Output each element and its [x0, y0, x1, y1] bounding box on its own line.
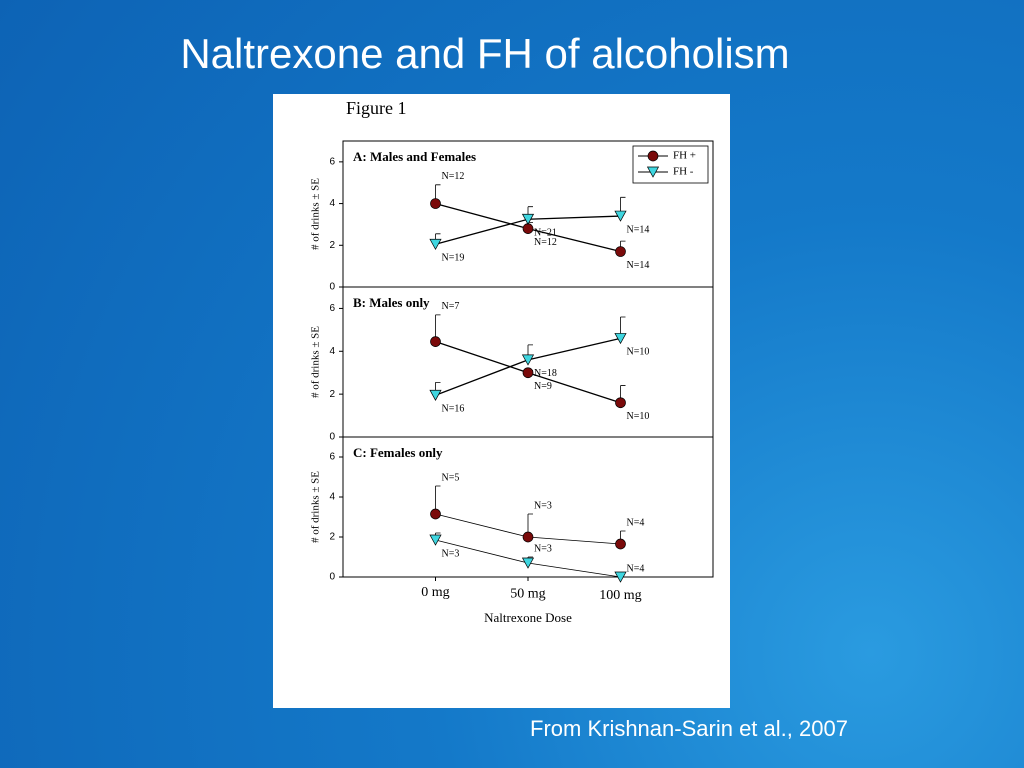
y-tick-label: 2 — [329, 240, 335, 251]
point-label: N=3 — [442, 548, 460, 559]
panel-title: A: Males and Females — [353, 149, 476, 164]
point-label: N=18 — [534, 368, 557, 379]
y-tick-label: 2 — [329, 532, 335, 543]
y-tick-label: 6 — [329, 452, 335, 463]
point — [615, 397, 626, 409]
y-tick-label: 6 — [329, 303, 335, 314]
legend-label: FH - — [673, 166, 694, 178]
point-label: N=4 — [627, 563, 645, 574]
y-tick-label: 6 — [329, 156, 335, 167]
point — [521, 354, 535, 366]
y-tick-label: 4 — [329, 346, 335, 357]
legend-marker — [646, 166, 660, 178]
point — [614, 571, 627, 583]
x-tick-label: 100 mg — [599, 588, 641, 603]
point — [430, 508, 441, 520]
y-axis-label: # of drinks ± SE — [310, 178, 322, 250]
point — [614, 210, 627, 222]
point-label: N=5 — [442, 472, 460, 483]
point-label: N=3 — [534, 500, 552, 511]
point — [429, 534, 442, 546]
point-label: N=3 — [534, 543, 552, 554]
point-label: N=4 — [627, 517, 645, 528]
point — [429, 238, 442, 250]
point-label: N=19 — [442, 253, 465, 264]
point-label: N=10 — [627, 347, 650, 358]
panel-title: B: Males only — [353, 295, 430, 310]
point — [522, 531, 534, 543]
panel-title: C: Females only — [353, 445, 443, 460]
point-label: N=12 — [534, 237, 557, 248]
point — [521, 557, 535, 569]
y-tick-label: 4 — [329, 198, 335, 209]
y-axis-label: # of drinks ± SE — [310, 471, 322, 543]
point — [522, 223, 534, 234]
point-label: N=9 — [534, 381, 552, 392]
point-label: N=16 — [442, 404, 465, 415]
point — [430, 336, 441, 347]
point — [615, 246, 626, 257]
slide-title: Naltrexone and FH of alcoholism — [180, 30, 790, 77]
point-label: N=21 — [534, 228, 557, 239]
source-note: From Krishnan-Sarin et al., 2007 — [530, 716, 848, 741]
point-label: N=12 — [442, 171, 465, 182]
legend-label: FH + — [673, 150, 696, 162]
x-tick-label: 0 mg — [421, 585, 449, 600]
point — [522, 367, 534, 379]
y-tick-label: 0 — [329, 282, 335, 293]
point-label: N=14 — [627, 224, 650, 235]
x-axis-label: Naltrexone Dose — [484, 610, 572, 625]
y-tick-label: 4 — [329, 492, 335, 503]
legend-box — [632, 145, 709, 184]
point-label: N=10 — [627, 411, 650, 422]
y-tick-label: 2 — [329, 389, 335, 400]
figure-panel — [273, 94, 730, 708]
point — [429, 389, 442, 401]
point — [615, 538, 626, 550]
y-axis-label: # of drinks ± SE — [310, 326, 322, 398]
point-label: N=7 — [442, 301, 460, 312]
point — [430, 198, 441, 209]
legend-marker — [647, 150, 659, 162]
x-tick-label: 50 mg — [510, 587, 545, 602]
point — [614, 333, 627, 345]
point-label: N=14 — [627, 260, 650, 271]
y-tick-label: 0 — [329, 572, 335, 583]
y-tick-label: 0 — [329, 432, 335, 443]
point — [521, 213, 535, 225]
figure-label: Figure 1 — [346, 98, 407, 118]
